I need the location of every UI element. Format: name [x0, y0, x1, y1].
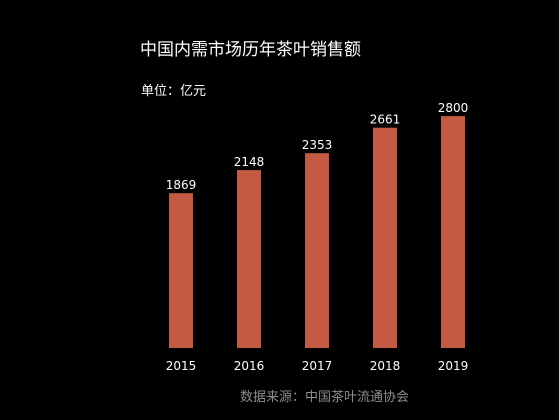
x-tick-label-2017: 2017: [302, 359, 333, 373]
chart-title: 中国内需市场历年茶叶销售额: [140, 40, 361, 60]
data-label-2015: 1869: [166, 178, 197, 192]
bar-2016: [237, 170, 261, 348]
x-tick-labels-group: 2015 2016 2017 2018 2019: [166, 359, 469, 373]
data-label-2019: 2800: [438, 101, 469, 115]
bar-2017: [305, 153, 329, 348]
bars-group: [169, 116, 465, 348]
x-tick-label-2018: 2018: [370, 359, 401, 373]
x-tick-label-2019: 2019: [438, 359, 469, 373]
data-label-2017: 2353: [302, 138, 333, 152]
bar-2018: [373, 127, 397, 348]
data-labels-group: 1869 2148 2353 2661 2800: [166, 101, 469, 192]
bar-2019: [441, 116, 465, 348]
data-label-2018: 2661: [370, 113, 401, 127]
source-note: 数据来源：中国茶叶流通协会: [240, 389, 409, 405]
x-tick-label-2015: 2015: [166, 359, 197, 373]
chart-unit-label: 单位：亿元: [141, 84, 206, 99]
x-tick-label-2016: 2016: [234, 359, 265, 373]
data-label-2016: 2148: [234, 155, 265, 169]
bar-2015: [169, 193, 193, 348]
